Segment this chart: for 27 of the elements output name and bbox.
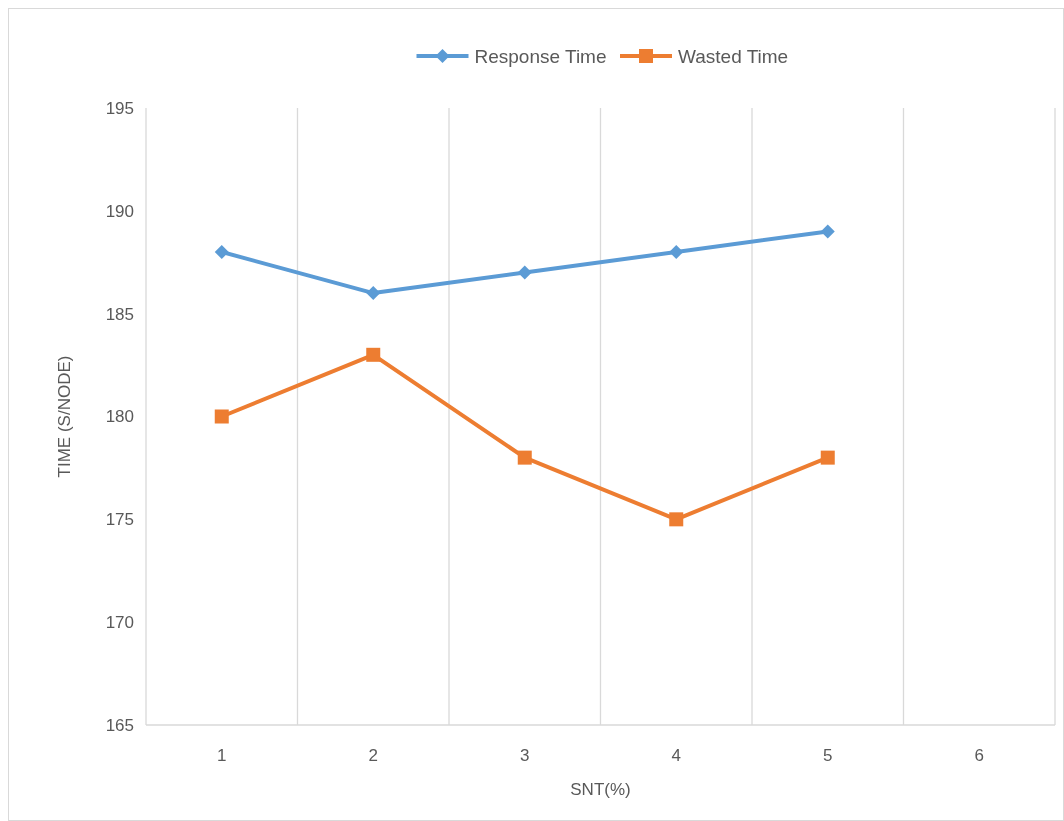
- y-tick-label: 170: [105, 613, 134, 633]
- point: [366, 347, 381, 362]
- point: [214, 409, 229, 424]
- point: [820, 450, 835, 465]
- x-tick-label: 2: [368, 746, 378, 765]
- x-tick-label: 4: [671, 746, 681, 765]
- y-tick-label: 165: [105, 715, 134, 735]
- legend-label: Response Time: [474, 45, 607, 67]
- y-tick-label: 185: [105, 304, 134, 324]
- y-tick-label: 175: [105, 510, 134, 530]
- point: [366, 286, 381, 301]
- point: [517, 265, 532, 280]
- x-tick-label: 6: [974, 746, 984, 765]
- point: [214, 244, 229, 259]
- legend-label: Wasted Time: [678, 45, 789, 67]
- point: [669, 244, 684, 259]
- point: [669, 512, 684, 527]
- x-tick-label: 5: [823, 746, 833, 765]
- y-tick-label: 190: [105, 201, 134, 221]
- y-tick-label: 195: [105, 98, 134, 118]
- point: [820, 224, 835, 239]
- point: [517, 450, 532, 465]
- x-tick-label: 3: [520, 746, 530, 765]
- y-axis-title: TIME (S/NODE): [55, 355, 74, 478]
- y-tick-label: 180: [105, 407, 134, 427]
- x-tick-label: 1: [217, 746, 227, 765]
- x-axis-title: SNT(%): [570, 780, 631, 799]
